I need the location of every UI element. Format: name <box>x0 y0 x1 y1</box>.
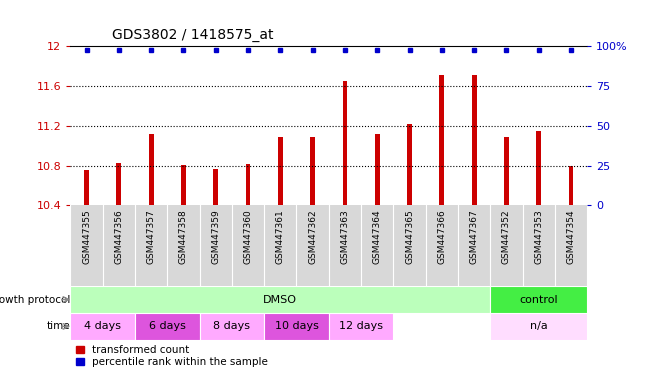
Text: control: control <box>519 295 558 305</box>
Bar <box>278 137 282 205</box>
Bar <box>407 124 412 205</box>
Legend: transformed count, percentile rank within the sample: transformed count, percentile rank withi… <box>76 345 268 367</box>
Bar <box>536 131 541 205</box>
Text: GSM447361: GSM447361 <box>276 210 285 264</box>
Bar <box>264 313 329 340</box>
Bar <box>568 166 574 205</box>
Bar <box>246 164 250 205</box>
Text: 4 days: 4 days <box>85 321 121 331</box>
Text: GSM447356: GSM447356 <box>114 210 123 264</box>
Bar <box>117 162 121 205</box>
Bar <box>200 313 264 340</box>
Text: GSM447360: GSM447360 <box>244 210 252 264</box>
Bar <box>135 313 200 340</box>
Bar <box>70 286 491 313</box>
Text: GDS3802 / 1418575_at: GDS3802 / 1418575_at <box>112 28 273 42</box>
Bar <box>491 313 587 340</box>
Bar <box>440 75 444 205</box>
Text: GSM447354: GSM447354 <box>566 210 576 264</box>
Text: DMSO: DMSO <box>263 295 297 305</box>
Bar <box>70 313 135 340</box>
Text: GSM447353: GSM447353 <box>534 210 544 264</box>
Text: 12 days: 12 days <box>339 321 383 331</box>
Bar <box>342 81 348 205</box>
Bar <box>504 137 509 205</box>
Bar <box>84 170 89 205</box>
Bar <box>310 137 315 205</box>
Text: 10 days: 10 days <box>274 321 319 331</box>
Text: GSM447357: GSM447357 <box>147 210 156 264</box>
Bar <box>329 313 393 340</box>
Bar <box>491 286 587 313</box>
Text: GSM447362: GSM447362 <box>308 210 317 264</box>
Text: GSM447359: GSM447359 <box>211 210 220 264</box>
Text: GSM447367: GSM447367 <box>470 210 478 264</box>
Text: growth protocol: growth protocol <box>0 295 70 305</box>
Bar <box>149 134 154 205</box>
Bar <box>70 205 587 286</box>
Bar <box>181 165 186 205</box>
Text: 8 days: 8 days <box>213 321 250 331</box>
Bar <box>375 134 380 205</box>
Text: GSM447352: GSM447352 <box>502 210 511 264</box>
Text: GSM447358: GSM447358 <box>179 210 188 264</box>
Text: GSM447364: GSM447364 <box>372 210 382 264</box>
Text: 6 days: 6 days <box>149 321 186 331</box>
Text: time: time <box>47 321 70 331</box>
Bar <box>213 169 218 205</box>
Text: GSM447366: GSM447366 <box>437 210 446 264</box>
Text: GSM447363: GSM447363 <box>340 210 350 264</box>
Bar <box>472 75 476 205</box>
Text: GSM447355: GSM447355 <box>82 210 91 264</box>
Text: GSM447365: GSM447365 <box>405 210 414 264</box>
Text: n/a: n/a <box>530 321 548 331</box>
